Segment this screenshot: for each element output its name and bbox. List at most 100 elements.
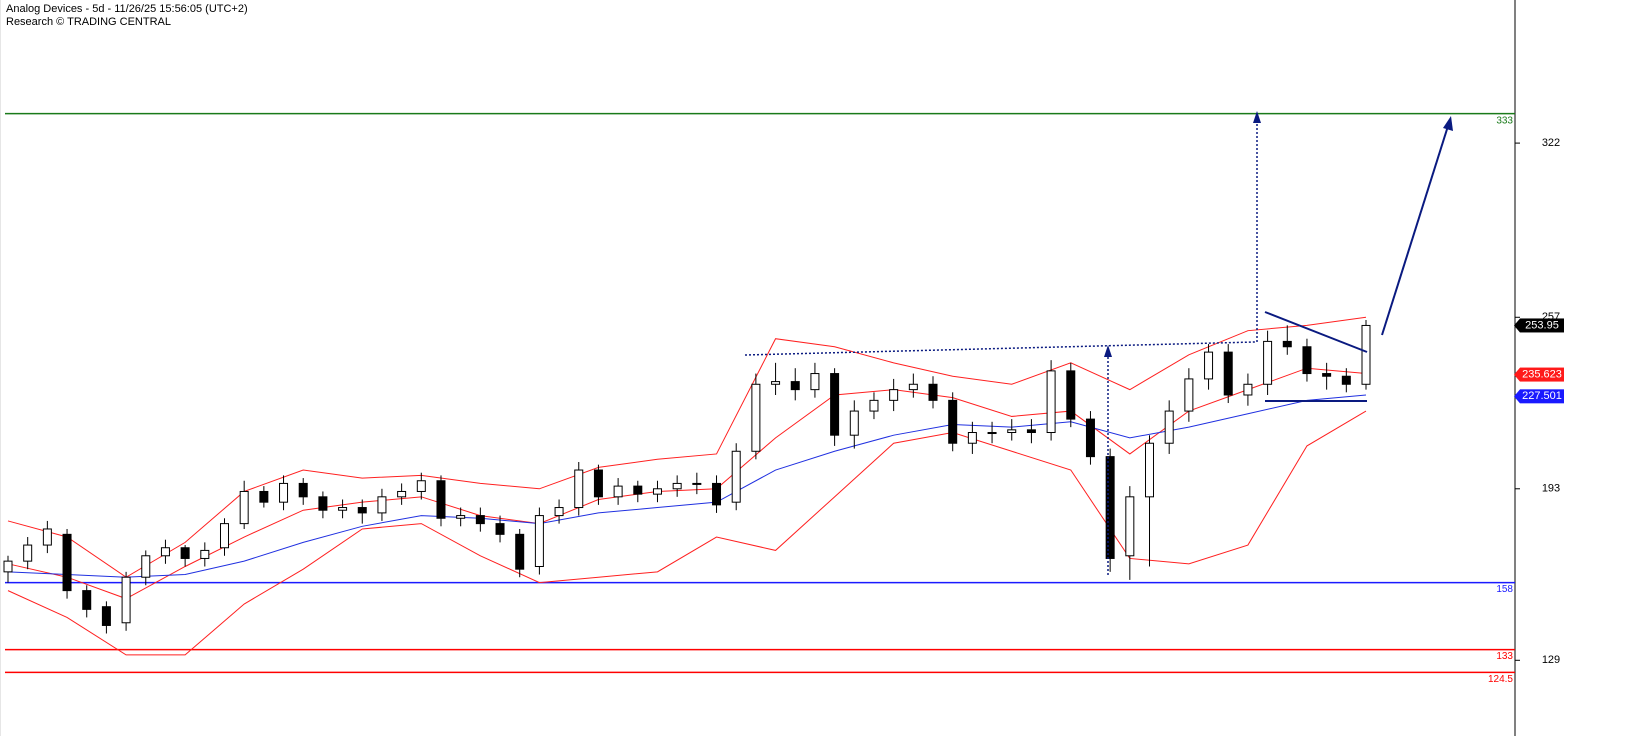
candle-body	[1282, 340, 1292, 348]
candle-body	[456, 515, 466, 519]
candle-body	[101, 606, 111, 626]
candle-body	[908, 383, 918, 391]
y-tick-label: 322	[1542, 137, 1560, 149]
candle-body	[1243, 383, 1253, 396]
plot: 333 158 133 124.5	[3, 112, 1515, 685]
candle-body	[3, 560, 13, 573]
candle-body	[1007, 429, 1017, 434]
candle-body	[869, 399, 879, 412]
candle-body	[338, 507, 348, 511]
candle-body	[357, 507, 367, 514]
price-tag-pointer	[1514, 367, 1520, 382]
candle-body	[1164, 410, 1174, 444]
indicator-line	[7, 316, 1367, 578]
candle-body	[928, 383, 938, 401]
candle-body	[1145, 442, 1155, 498]
arrow-head	[1443, 116, 1453, 131]
candle-body	[279, 482, 289, 503]
candle-body	[1085, 418, 1095, 458]
candle-body	[298, 482, 308, 498]
y-tick-label: 129	[1542, 654, 1560, 666]
candle-body	[1066, 370, 1076, 420]
price-tag	[1520, 318, 1564, 333]
candle-body	[652, 488, 662, 495]
candle-body	[692, 482, 702, 485]
candle-body	[1302, 346, 1312, 375]
candle-body	[239, 490, 249, 525]
resistance-line	[744, 341, 1256, 356]
candle-body	[1361, 324, 1371, 385]
candle-body	[1223, 351, 1233, 396]
triangle-top	[1264, 311, 1368, 353]
chart-title: Analog Devices - 5d - 11/26/25 15:56:05 …	[6, 3, 248, 15]
candle-body	[1046, 370, 1056, 434]
price-tag	[1520, 367, 1564, 382]
indicator-line	[7, 410, 1367, 656]
level-label: 133	[1496, 651, 1513, 662]
candle-body	[810, 373, 820, 391]
candle-body	[495, 523, 505, 535]
candle-body	[987, 432, 997, 435]
candle-body	[1322, 373, 1332, 377]
candle-body	[121, 576, 131, 624]
annotations	[744, 111, 1453, 575]
arrow-head	[1104, 345, 1112, 357]
candle-body	[160, 547, 170, 557]
candle-body	[1026, 429, 1036, 434]
candle-body	[830, 373, 840, 436]
candle-body	[593, 469, 603, 498]
price-tag-pointer	[1514, 389, 1520, 404]
candle-body	[1341, 375, 1351, 385]
price-tag-label: 253.95	[1525, 319, 1559, 331]
candle-body	[849, 410, 859, 436]
indicator-line	[7, 394, 1367, 578]
level-label: 333	[1496, 115, 1513, 126]
candle-body	[554, 507, 564, 517]
price-tag	[1520, 389, 1564, 404]
candle-body	[397, 490, 407, 498]
candle-body	[1105, 456, 1115, 559]
candle-body	[1125, 496, 1135, 557]
candle-body	[574, 469, 584, 509]
price-tag-label: 227.501	[1522, 390, 1562, 402]
candle-body	[82, 590, 92, 610]
candle-body	[771, 381, 781, 385]
candle-body	[259, 490, 269, 503]
candle-body	[416, 480, 426, 492]
candle-body	[1204, 351, 1214, 380]
candle-body	[377, 496, 387, 514]
candle-body	[23, 544, 33, 562]
candle-body	[751, 383, 761, 452]
price-tag-label: 235.623	[1522, 368, 1562, 380]
candle-body	[515, 533, 525, 570]
candle-body	[475, 515, 485, 525]
candle-body	[967, 432, 977, 444]
chart-subtitle: Research © TRADING CENTRAL	[6, 16, 171, 28]
candle-body	[633, 485, 643, 495]
y-tick-label: 193	[1542, 483, 1560, 495]
candle-body	[672, 482, 682, 490]
candle-body	[141, 555, 151, 578]
candle-body	[731, 450, 741, 503]
indicator-line	[7, 367, 1367, 600]
candle-body	[180, 547, 190, 559]
candle-body	[889, 389, 899, 401]
projection-arrow	[1381, 125, 1449, 336]
candle-body	[62, 533, 72, 592]
candle-body	[1184, 378, 1194, 412]
candle-body	[613, 485, 623, 498]
candle-body	[318, 496, 328, 511]
level-label: 158	[1496, 584, 1513, 595]
arrow-head	[1253, 111, 1261, 123]
candle-body	[219, 523, 229, 549]
candle-body	[712, 482, 722, 506]
candle-body	[948, 399, 958, 444]
candle-body	[1263, 340, 1273, 385]
candle-body	[42, 528, 52, 546]
candle-body	[436, 480, 446, 519]
candle-body	[200, 549, 210, 559]
price-tag-pointer	[1514, 318, 1520, 333]
